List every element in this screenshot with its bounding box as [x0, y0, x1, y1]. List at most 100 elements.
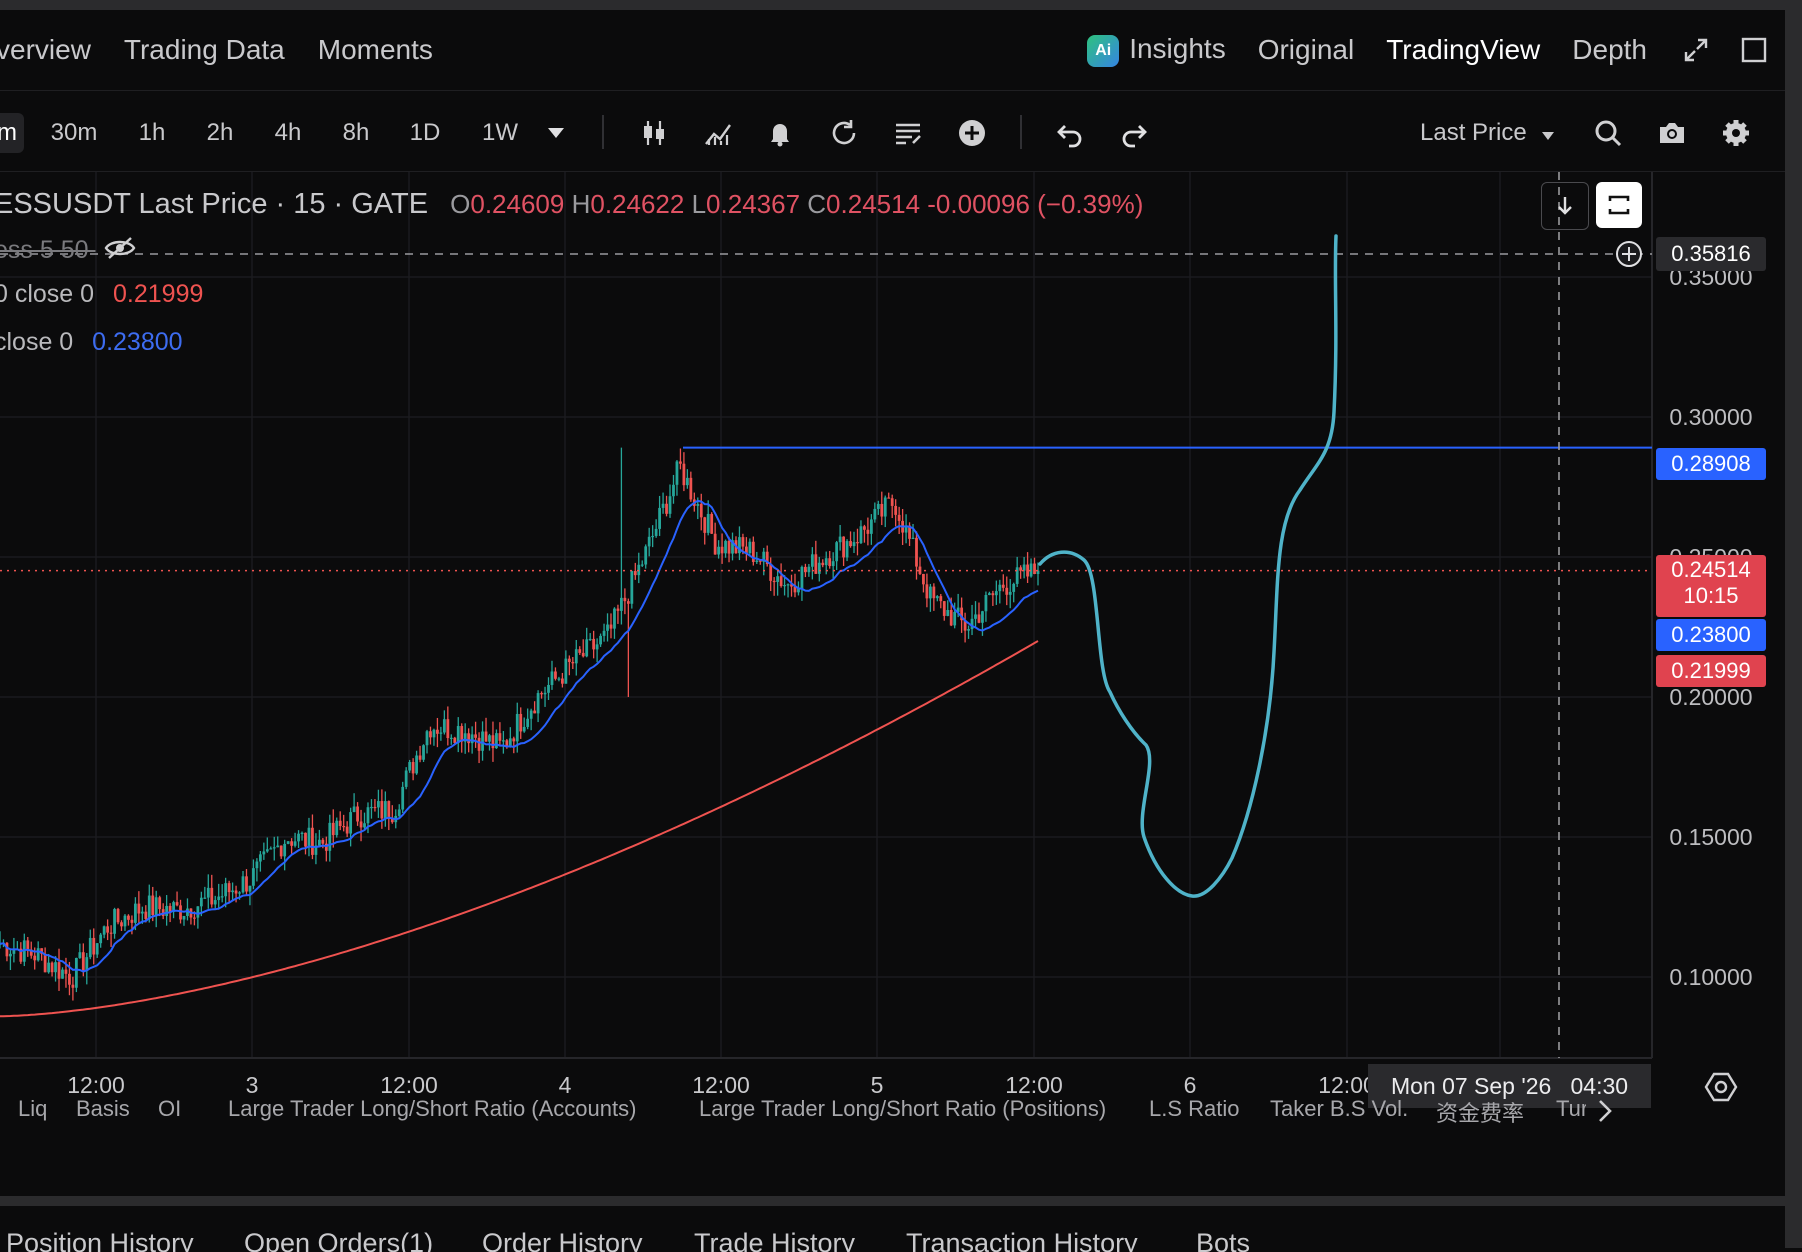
timeframe-2h[interactable]: 2h [206, 119, 234, 146]
candle-body [439, 732, 443, 734]
window-icon[interactable] [1737, 33, 1771, 67]
indicator-tab-funding-rate[interactable]: 资金费率 [1436, 1101, 1525, 1126]
candle-body [1019, 567, 1023, 571]
price-type-select[interactable]: Last Price [1420, 113, 1555, 153]
candle-body [345, 826, 349, 834]
tab-order-history[interactable]: Order History [482, 1232, 643, 1252]
candle-body [685, 477, 689, 486]
indicator-tab-basis[interactable]: Basis [76, 1096, 130, 1121]
add-icon[interactable] [952, 113, 992, 153]
settings-gear-icon[interactable] [1716, 113, 1756, 153]
candle-body [831, 561, 835, 567]
expand-icon[interactable] [1679, 33, 1713, 67]
candle-body [776, 576, 780, 582]
indicator-tab-oi[interactable]: OI [158, 1096, 182, 1121]
candle-body [1029, 563, 1033, 577]
candle-body [644, 546, 648, 565]
ohlc-values: O0.24609 H0.24622 L0.24367 C0.24514 -0.0… [450, 189, 1143, 219]
candle-body [33, 955, 37, 961]
candle-body [109, 932, 113, 934]
candle-body [328, 822, 332, 851]
candle-body [918, 566, 922, 574]
chevron-right-icon[interactable] [1596, 1098, 1614, 1130]
tab-position-history[interactable]: Position History [6, 1232, 194, 1252]
tab-open-orders[interactable]: Open Orders(1) [244, 1232, 434, 1252]
candle-body [620, 597, 623, 611]
ma-slow-legend: 0 close 0 0.21999 [0, 280, 203, 309]
candle-body [168, 905, 172, 912]
candle-body [675, 461, 679, 485]
close-label: C [807, 189, 827, 219]
replay-icon[interactable] [824, 113, 864, 153]
tab-depth[interactable]: Depth [1572, 34, 1647, 65]
chart-area[interactable]: 0.350000.300000.250000.200000.150000.100… [0, 172, 1785, 1196]
tab-insights[interactable]: Ai Insights [1087, 33, 1226, 67]
candle-body [92, 937, 96, 955]
search-icon[interactable] [1588, 113, 1628, 153]
candle-type-icon[interactable] [634, 113, 674, 153]
price-chart[interactable]: 0.350000.300000.250000.200000.150000.100… [0, 172, 1785, 1196]
timeframe-dropdown-icon[interactable] [536, 113, 576, 153]
timeframe-1d[interactable]: 1D [409, 119, 441, 146]
candle-body [817, 562, 821, 574]
candle-body [290, 841, 294, 846]
candle-body [127, 915, 130, 920]
candle-body [276, 845, 280, 848]
timeframe-30m[interactable]: 30m [50, 119, 98, 146]
candle-body [1026, 564, 1029, 577]
candle-body [456, 726, 460, 743]
tab-bots[interactable]: Bots [1196, 1232, 1251, 1252]
indicator-tab-ls-positions[interactable]: Large Trader Long/Short Ratio (Positions… [699, 1096, 1107, 1121]
templates-icon[interactable] [888, 113, 928, 153]
candle-body [99, 934, 103, 944]
chart-overlays [0, 172, 1652, 1058]
tab-trading-data[interactable]: Trading Data [123, 34, 285, 65]
candle-body [279, 845, 283, 857]
add-alert-plus-icon[interactable] [1614, 239, 1644, 269]
indicators-icon[interactable] [698, 113, 738, 153]
reset-chart-button[interactable] [1596, 182, 1642, 228]
redo-icon[interactable] [1114, 113, 1154, 153]
indicator-tab-turnover[interactable]: Tur [1556, 1096, 1586, 1121]
candle-body [193, 917, 196, 919]
candle-body [474, 734, 478, 738]
timeframe-1w[interactable]: 1W [482, 119, 518, 146]
camera-icon[interactable] [1652, 113, 1692, 153]
indicator-tab-ls-ratio[interactable]: L.S Ratio [1149, 1096, 1240, 1121]
candle-body [595, 644, 599, 650]
undo-icon[interactable] [1050, 113, 1090, 153]
tab-trade-history[interactable]: Trade History [694, 1232, 856, 1252]
candle-body [987, 593, 991, 595]
indicator-tab-ls-accounts[interactable]: Large Trader Long/Short Ratio (Accounts) [228, 1096, 637, 1121]
candle-body [158, 897, 162, 910]
candle-body [519, 713, 523, 732]
scroll-to-latest-button[interactable] [1541, 182, 1589, 230]
candle-body [484, 731, 488, 742]
eye-off-icon[interactable] [103, 236, 137, 267]
timeframe-4h[interactable]: 4h [274, 119, 302, 146]
candle-body [713, 533, 717, 555]
hline-price-tag: 0.28908 [1656, 448, 1766, 480]
candle-body [210, 887, 214, 905]
chart-legend-title: ESSUSDT Last Price · 15 · GATE O0.24609 … [0, 188, 1143, 221]
hidden-indicator-legend[interactable]: ess 5 50 [0, 236, 137, 267]
tab-tradingview[interactable]: TradingView [1386, 34, 1541, 65]
bottom-tabs: Position History Open Orders(1) Order Hi… [0, 1232, 1785, 1252]
indicator-tab-liq[interactable]: Liq [18, 1096, 48, 1121]
candle-body [873, 508, 877, 520]
timeframe-1h[interactable]: 1h [138, 119, 166, 146]
candle-body [297, 833, 300, 842]
timeframe-8h[interactable]: 8h [342, 119, 370, 146]
candle-body [699, 504, 703, 518]
tab-overview[interactable]: verview [0, 34, 91, 65]
tab-transaction-history[interactable]: Transaction History [906, 1232, 1138, 1252]
alert-bell-icon[interactable] [760, 113, 800, 153]
timeframe-current[interactable]: m [0, 113, 24, 153]
indicator-tab-taker-vol[interactable]: Taker B.S Vol. [1270, 1096, 1409, 1121]
candle-body [665, 503, 668, 514]
candle-body [338, 820, 342, 827]
tab-moments[interactable]: Moments [317, 34, 433, 65]
candle-body [227, 883, 231, 893]
tab-original[interactable]: Original [1257, 34, 1355, 65]
time-axis-settings-icon[interactable] [1704, 1070, 1738, 1104]
